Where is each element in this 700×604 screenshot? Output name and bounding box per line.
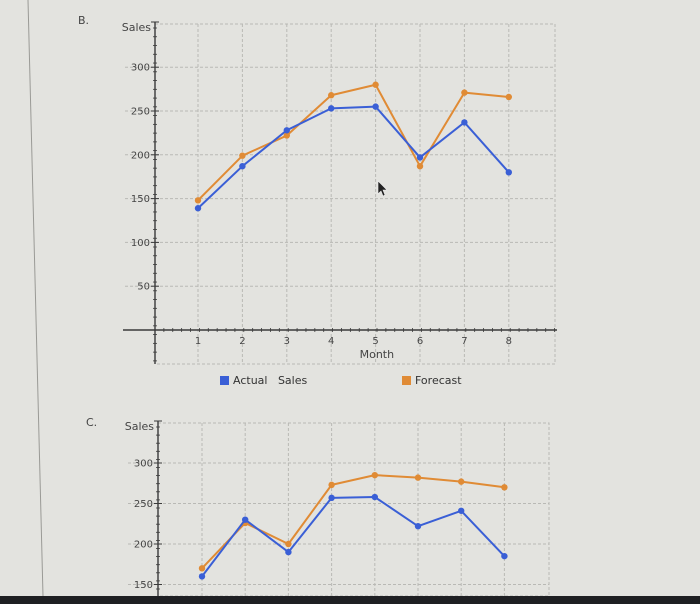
- legend-actual: Actual Sales: [220, 374, 307, 387]
- chart-c-label: C.: [86, 416, 98, 429]
- svg-text:1: 1: [195, 336, 201, 347]
- svg-text:4: 4: [328, 336, 334, 347]
- legend-forecast-label: Forecast: [415, 374, 462, 387]
- svg-text:100: 100: [131, 238, 150, 249]
- svg-text:300: 300: [131, 63, 150, 74]
- svg-text:7: 7: [461, 336, 467, 347]
- monitor-bezel: [0, 596, 700, 604]
- legend-actual-label: Actual Sales: [233, 374, 308, 387]
- chart-b-label: B.: [78, 14, 90, 27]
- svg-text:150: 150: [131, 194, 150, 205]
- svg-text:200: 200: [131, 150, 150, 161]
- svg-text:Month: Month: [360, 348, 395, 361]
- svg-text:50: 50: [137, 282, 150, 293]
- svg-text:8: 8: [506, 336, 512, 347]
- svg-text:250: 250: [134, 499, 153, 510]
- legend-forecast: Forecast: [402, 374, 462, 387]
- svg-text:200: 200: [134, 540, 153, 551]
- svg-text:300: 300: [134, 459, 153, 470]
- svg-text:150: 150: [134, 580, 153, 591]
- svg-text:3: 3: [284, 336, 290, 347]
- actual-swatch-icon: [220, 376, 229, 385]
- svg-text:2: 2: [239, 336, 245, 347]
- svg-text:5: 5: [372, 336, 378, 347]
- svg-text:6: 6: [417, 336, 423, 347]
- svg-text:Sales: Sales: [125, 420, 155, 433]
- svg-text:250: 250: [131, 107, 150, 118]
- forecast-swatch-icon: [402, 376, 411, 385]
- svg-text:Sales: Sales: [122, 21, 152, 34]
